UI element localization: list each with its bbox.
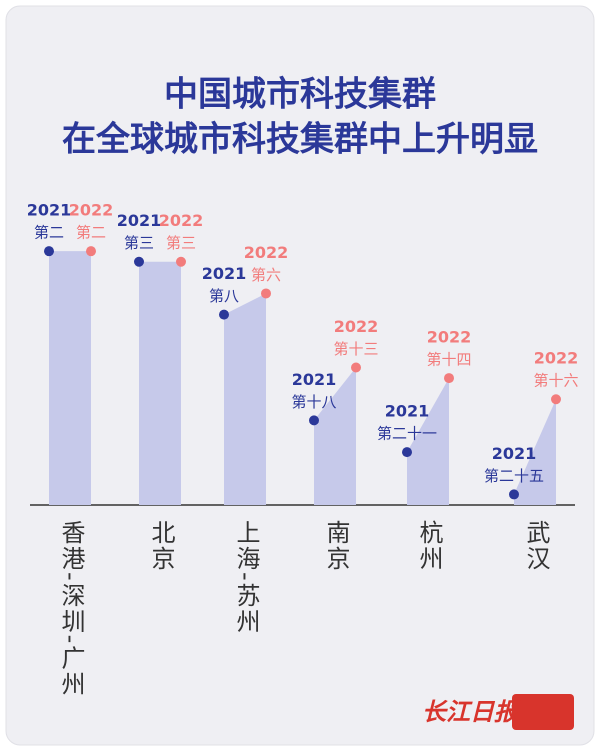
rank-point <box>444 373 454 384</box>
rank-point <box>134 256 144 267</box>
series-year-label: 2022 <box>534 349 579 368</box>
rank-point <box>86 246 96 257</box>
series-year-label: 2021 <box>492 444 537 463</box>
chart-title: 中国城市科技集群 <box>164 75 436 115</box>
rank-area <box>407 378 449 505</box>
rank-label: 第十八 <box>291 393 336 411</box>
rank-label: 第三 <box>166 234 196 252</box>
series-year-label: 2021 <box>385 402 430 421</box>
rank-point <box>261 288 271 299</box>
rank-label: 第十四 <box>426 351 471 369</box>
x-tick-label: 北京 <box>147 520 175 572</box>
rank-label: 第六 <box>251 266 281 284</box>
rank-area <box>49 251 91 505</box>
series-year-label: 2022 <box>159 211 204 230</box>
rank-label: 第八 <box>209 287 239 305</box>
rank-area <box>514 399 556 505</box>
rank-label: 第十六 <box>533 372 578 390</box>
rank-point <box>176 256 186 267</box>
series-year-label: 2022 <box>244 243 289 262</box>
chart-subtitle: 在全球城市科技集群中上升明显 <box>62 120 538 160</box>
series-year-label: 2022 <box>69 201 114 220</box>
series-year-label: 2022 <box>334 317 379 336</box>
rank-area <box>224 293 266 505</box>
x-tick-label: 武汉 <box>522 520 550 572</box>
rank-label: 第二十一 <box>377 425 437 443</box>
rank-label: 第二 <box>34 224 64 242</box>
x-tick-label: 香港-深圳-广州 <box>57 520 85 697</box>
x-tick-label: 南京 <box>322 520 350 572</box>
rank-label: 第二十五 <box>484 467 544 485</box>
logo-badge <box>512 694 574 730</box>
rank-point <box>402 447 412 458</box>
series-year-label: 2021 <box>27 201 72 220</box>
rank-label: 第十三 <box>333 340 378 358</box>
series-year-label: 2021 <box>117 211 162 230</box>
rank-point <box>44 246 54 257</box>
rank-label: 第三 <box>124 234 154 252</box>
series-year-label: 2022 <box>427 328 472 347</box>
rank-area <box>314 367 356 505</box>
rank-point <box>509 489 519 500</box>
x-tick-label: 上海-苏州 <box>232 520 260 635</box>
background <box>5 5 595 746</box>
rank-point <box>351 362 361 373</box>
source-logo: 长江日报 <box>422 698 521 726</box>
rank-point <box>309 415 319 426</box>
rank-point <box>219 309 229 320</box>
series-year-label: 2021 <box>202 264 247 283</box>
series-year-label: 2021 <box>292 370 337 389</box>
rank-point <box>551 394 561 405</box>
rank-label: 第二 <box>76 224 106 242</box>
rank-area <box>139 261 181 505</box>
x-tick-label: 杭州 <box>415 520 443 572</box>
